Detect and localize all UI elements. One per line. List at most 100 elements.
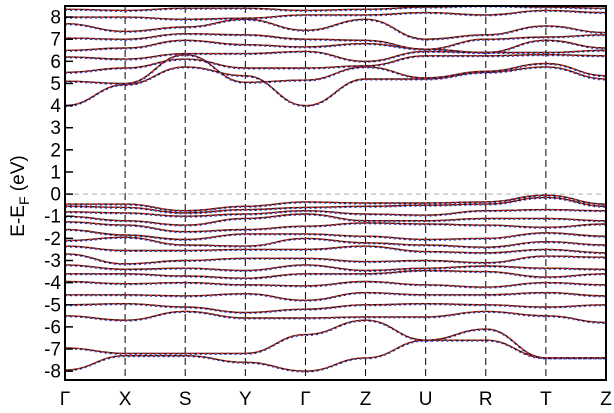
bands-group bbox=[64, 5, 607, 373]
band-13 bbox=[64, 302, 607, 315]
band-15-blue-overlay bbox=[64, 320, 606, 360]
band-9 bbox=[64, 264, 607, 273]
plot-frame bbox=[64, 5, 607, 381]
y-tick-label-0: 0 bbox=[50, 185, 61, 206]
band-16-red-overlay bbox=[64, 339, 606, 372]
band-1-blue-overlay bbox=[64, 197, 607, 215]
band-15-red-overlay bbox=[64, 319, 606, 359]
band-17-red-overlay bbox=[64, 66, 607, 107]
y-tick-label--4: -4 bbox=[44, 273, 61, 294]
y-tick-label--6: -6 bbox=[44, 317, 61, 338]
band-8 bbox=[64, 253, 607, 266]
band-21-blue-overlay bbox=[64, 40, 607, 55]
y-tick-label-1: 1 bbox=[50, 162, 61, 183]
band-1 bbox=[64, 196, 607, 215]
band-25-blue-overlay bbox=[64, 6, 607, 12]
y-tick-label--2: -2 bbox=[44, 229, 61, 250]
y-tick-label-6: 6 bbox=[50, 52, 61, 73]
band-21-red-overlay bbox=[64, 39, 607, 54]
band-11 bbox=[64, 280, 607, 289]
band-19 bbox=[64, 53, 607, 74]
x-tick-label-3: Y bbox=[239, 389, 252, 410]
band-7-blue-overlay bbox=[64, 246, 607, 255]
band-12-blue-overlay bbox=[65, 293, 607, 302]
band-4-blue-overlay bbox=[64, 222, 607, 234]
band-20 bbox=[64, 49, 607, 63]
band-24 bbox=[65, 9, 607, 21]
band-16 bbox=[64, 339, 606, 373]
x-tick-label-1: X bbox=[119, 389, 132, 410]
band-11-red-overlay bbox=[64, 280, 607, 288]
y-tick-label--5: -5 bbox=[44, 295, 61, 316]
band-16-blue-overlay bbox=[64, 340, 606, 373]
x-tick-label-2: S bbox=[179, 389, 192, 410]
y-tick-label-3: 3 bbox=[50, 118, 61, 139]
band-0-red-overlay bbox=[65, 194, 607, 212]
y-axis-title-sub: F bbox=[16, 196, 32, 205]
band-22 bbox=[64, 32, 607, 51]
y-tick-label--7: -7 bbox=[44, 340, 61, 361]
band-13-red-overlay bbox=[64, 303, 607, 314]
band-2-red-overlay bbox=[64, 208, 607, 217]
band-5 bbox=[64, 228, 607, 242]
x-tick-label-8: T bbox=[540, 389, 552, 410]
band-8-red-overlay bbox=[64, 253, 607, 265]
x-tick-label-7: R bbox=[479, 389, 493, 410]
band-11-blue-overlay bbox=[64, 281, 607, 289]
band-17-blue-overlay bbox=[64, 67, 607, 108]
y-tick-label-5: 5 bbox=[50, 74, 61, 95]
band-4 bbox=[64, 221, 607, 234]
band-2 bbox=[64, 208, 607, 218]
x-tick-label-5: Z bbox=[360, 389, 372, 410]
band-20-red-overlay bbox=[64, 49, 607, 62]
band-1-red-overlay bbox=[64, 196, 607, 214]
band-6-blue-overlay bbox=[64, 237, 607, 249]
band-19-red-overlay bbox=[64, 54, 607, 73]
y-tick-label-8: 8 bbox=[50, 8, 61, 29]
band-2-blue-overlay bbox=[64, 210, 607, 218]
x-tick-label-6: U bbox=[419, 389, 433, 410]
y-tick-label-2: 2 bbox=[50, 140, 61, 161]
band-17 bbox=[64, 66, 607, 108]
band-9-red-overlay bbox=[64, 264, 607, 272]
band-12 bbox=[64, 291, 607, 302]
band-18 bbox=[64, 53, 607, 86]
band-7 bbox=[64, 245, 607, 255]
band-10-red-overlay bbox=[65, 269, 607, 279]
band-4-red-overlay bbox=[64, 221, 607, 233]
y-axis-title-main: E-E bbox=[8, 205, 29, 237]
band-23-blue-overlay bbox=[64, 19, 607, 41]
band-23 bbox=[64, 18, 607, 41]
x-tick-label-0: Γ bbox=[60, 389, 70, 410]
y-axis-title-unit: (eV) bbox=[8, 155, 29, 196]
band-10 bbox=[64, 269, 607, 280]
band-5-blue-overlay bbox=[64, 230, 607, 242]
band-15 bbox=[64, 319, 606, 360]
y-axis-title: E-EF (eV) bbox=[8, 155, 32, 236]
band-23-red-overlay bbox=[64, 18, 607, 40]
x-tick-label-9: Z bbox=[600, 389, 612, 410]
band-24-blue-overlay bbox=[65, 10, 607, 21]
band-18-red-overlay bbox=[64, 54, 607, 85]
band-10-blue-overlay bbox=[64, 270, 607, 280]
y-tick-label--3: -3 bbox=[44, 251, 61, 272]
band-5-red-overlay bbox=[64, 228, 607, 241]
band-21 bbox=[64, 39, 607, 55]
band-7-red-overlay bbox=[64, 245, 607, 254]
y-tick-label--8: -8 bbox=[44, 362, 61, 383]
band-6-red-overlay bbox=[64, 236, 607, 248]
band-14-red-overlay bbox=[64, 310, 607, 324]
y-tick-label--1: -1 bbox=[44, 207, 61, 228]
x-tick-label-4: Γ bbox=[300, 389, 310, 410]
band-6 bbox=[64, 236, 607, 249]
band-13-blue-overlay bbox=[64, 304, 607, 315]
band-9-blue-overlay bbox=[64, 265, 607, 273]
band-22-blue-overlay bbox=[64, 34, 607, 51]
band-8-blue-overlay bbox=[64, 254, 607, 266]
band-20-blue-overlay bbox=[64, 50, 607, 63]
y-tick-label-4: 4 bbox=[50, 96, 61, 117]
band-0-blue-overlay bbox=[65, 195, 607, 213]
y-tick-label-7: 7 bbox=[50, 30, 61, 51]
